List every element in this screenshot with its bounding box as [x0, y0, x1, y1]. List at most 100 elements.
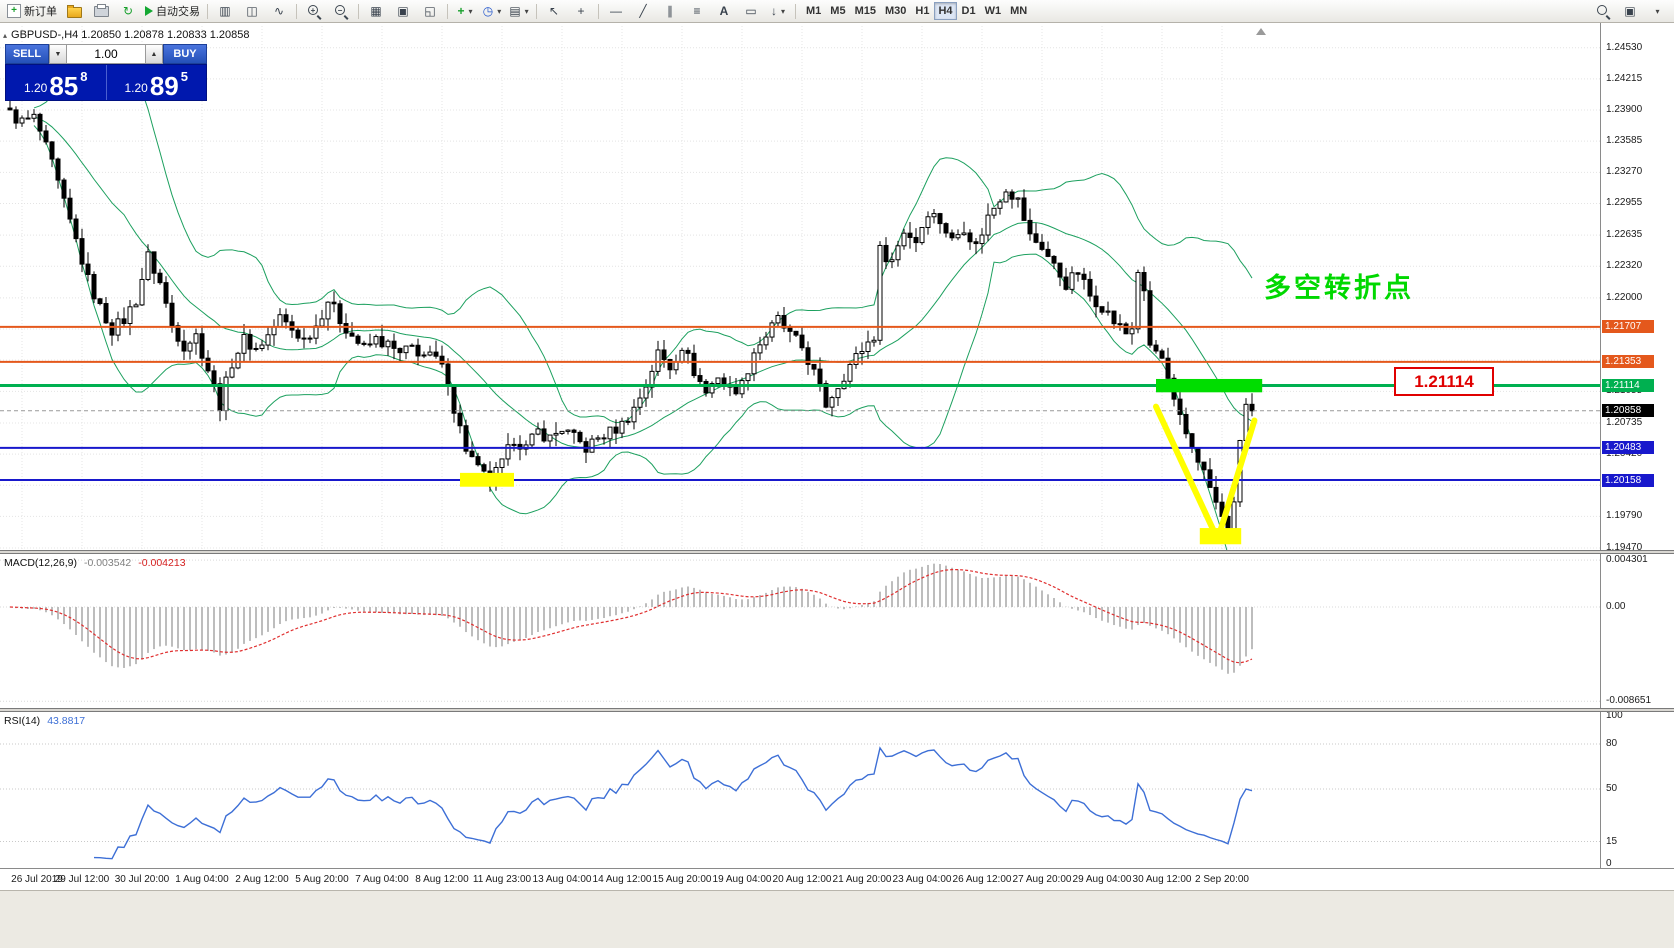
yellow-v-line [1153, 403, 1218, 537]
chart-shift-marker[interactable] [1256, 28, 1266, 35]
line-chart-icon: ∿ [273, 4, 285, 18]
macd-main-value: -0.003542 [83, 557, 132, 569]
main-chart-plot [0, 26, 1600, 550]
auto-trading-button[interactable]: 自动交易 [142, 2, 203, 21]
crosshair-tool-button[interactable]: + [568, 2, 594, 21]
timeframe-button-M15[interactable]: M15 [854, 5, 876, 17]
toolbar-separator [207, 3, 208, 19]
indicator-plus-icon: + [457, 4, 465, 18]
price-axis-label: 1.22635 [1606, 229, 1643, 241]
price-level-tag: 1.20483 [1602, 441, 1654, 455]
timeframe-button-H1[interactable]: H1 [915, 5, 930, 17]
price-axis-label: 1.20735 [1606, 416, 1643, 428]
macd-signal-line [9, 569, 1253, 664]
template-icon: ▤ [509, 4, 521, 18]
time-axis-label: 30 Jul 20:00 [114, 874, 170, 885]
price-axis-label: 1.19470 [1606, 542, 1643, 554]
annotation-price-callout: 1.21114 [1394, 367, 1494, 396]
panel-separator-rsi[interactable] [0, 708, 1674, 712]
bollinger-upper [33, 45, 1253, 424]
timeframe-button-M30[interactable]: M30 [884, 5, 907, 17]
price-level-tag: 1.21353 [1602, 355, 1654, 369]
buy-button[interactable]: BUY [163, 44, 207, 64]
trendline-tool-button[interactable]: ╱ [630, 2, 656, 21]
candlestick-chart-button[interactable]: ◫ [239, 2, 265, 21]
symbol-search-button[interactable] [1590, 2, 1616, 21]
volume-input[interactable]: 1.00 [67, 44, 145, 64]
horizontal-line-tool-button[interactable]: — [603, 2, 629, 21]
caret-down-icon: ▾ [468, 6, 473, 16]
new-order-button[interactable]: + 新订单 [4, 2, 60, 21]
yellow-highlight-rect [460, 472, 514, 487]
search-icon [1596, 4, 1610, 18]
timeframe-button-M5[interactable]: M5 [830, 5, 846, 17]
arrange-windows-button[interactable]: ◱ [417, 2, 443, 21]
periods-button[interactable]: ◷ ▾ [479, 2, 505, 21]
price-level-tag: 1.21707 [1602, 320, 1654, 334]
indicators-button[interactable]: + ▾ [452, 2, 478, 21]
timeframe-button-W1[interactable]: W1 [984, 5, 1002, 17]
trade-panel-prices: 1.20 85 8 1.20 89 5 [5, 64, 207, 101]
bar-chart-button[interactable]: ▥ [212, 2, 238, 21]
caret-down-icon: ▾ [524, 6, 529, 16]
window-list-button[interactable]: ▣ [1617, 2, 1643, 21]
one-click-trading-panel: SELL ▼ 1.00 ▲ BUY 1.20 85 8 1.20 89 5 [5, 44, 207, 101]
time-axis-label: 2 Sep 20:00 [1195, 874, 1249, 885]
timeframe-button-M1[interactable]: M1 [806, 5, 822, 17]
collapse-panel-icon[interactable]: ▴ [3, 30, 8, 40]
zoom-in-button[interactable]: + [301, 2, 327, 21]
text-tool-button[interactable]: A [711, 2, 737, 21]
tile-windows-button[interactable]: ▦ [363, 2, 389, 21]
price-axis-label: 1.22320 [1606, 260, 1643, 272]
cursor-tool-button[interactable]: ↖ [541, 2, 567, 21]
templates-button[interactable]: ▤ ▾ [506, 2, 532, 21]
buy-price-display[interactable]: 1.20 89 5 [107, 65, 207, 100]
fibonacci-tool-button[interactable]: ≡ [684, 2, 710, 21]
timeframe-button-MN[interactable]: MN [1010, 5, 1028, 17]
price-axis-label: 1.23900 [1606, 104, 1643, 116]
line-chart-button[interactable]: ∿ [266, 2, 292, 21]
zoom-out-button[interactable]: − [328, 2, 354, 21]
price-axis-label: 1.23585 [1606, 135, 1643, 147]
cascade-windows-button[interactable]: ▣ [390, 2, 416, 21]
profiles-button[interactable] [61, 2, 87, 21]
window-list-icon: ▣ [1624, 4, 1636, 18]
sell-price-sup: 8 [80, 69, 88, 84]
timeframe-button-H4[interactable]: H4 [934, 2, 957, 20]
timeframe-button-D1[interactable]: D1 [961, 5, 976, 17]
price-divider [105, 65, 107, 100]
panel-separator-macd[interactable] [0, 550, 1674, 554]
label-tool-button[interactable]: ▭ [738, 2, 764, 21]
macd-title: MACD(12,26,9) [4, 557, 77, 569]
arrows-tool-button[interactable]: ↓ ▾ [765, 2, 791, 21]
channel-tool-button[interactable]: ∥ [657, 2, 683, 21]
yellow-v-line [1216, 417, 1258, 539]
toolbar-overflow-button[interactable]: ▾ [1644, 2, 1670, 21]
volume-decrease-button[interactable]: ▼ [49, 44, 67, 64]
refresh-button[interactable]: ↻ [115, 2, 141, 21]
plus-icon: + [11, 5, 17, 16]
sell-button[interactable]: SELL [5, 44, 49, 64]
print-button[interactable] [88, 2, 114, 21]
buy-price-prefix: 1.20 [124, 81, 148, 95]
auto-trading-label: 自动交易 [156, 6, 200, 18]
price-level-tag: 1.20158 [1602, 473, 1654, 487]
bar-chart-icon: ▥ [219, 4, 231, 18]
fibonacci-icon: ≡ [693, 4, 701, 18]
toolbar-separator [598, 3, 599, 19]
sell-price-display[interactable]: 1.20 85 8 [6, 65, 106, 100]
rsi-value: 43.8817 [47, 715, 86, 727]
time-axis-label: 8 Aug 12:00 [415, 874, 469, 885]
volume-increase-button[interactable]: ▲ [145, 44, 163, 64]
time-axis-label: 20 Aug 12:00 [772, 874, 832, 885]
macd-axis-label: -0.008651 [1606, 695, 1652, 707]
price-axis[interactable]: 1.24530 1.24215 1.23900 1.23585 1.23270 1.229… [1600, 23, 1674, 868]
rsi-header: RSI(14) 43.8817 [4, 715, 85, 727]
search-glass [1598, 6, 1607, 15]
play-icon [145, 6, 153, 16]
time-axis[interactable]: 26 Jul 2019 29 Jul 12:00 30 Jul 20:00 1 Aug… [0, 868, 1674, 890]
price-axis-label: 1.19790 [1606, 510, 1643, 522]
time-axis-label: 11 Aug 23:00 [472, 874, 532, 885]
arrange-windows-icon: ◱ [424, 4, 436, 18]
